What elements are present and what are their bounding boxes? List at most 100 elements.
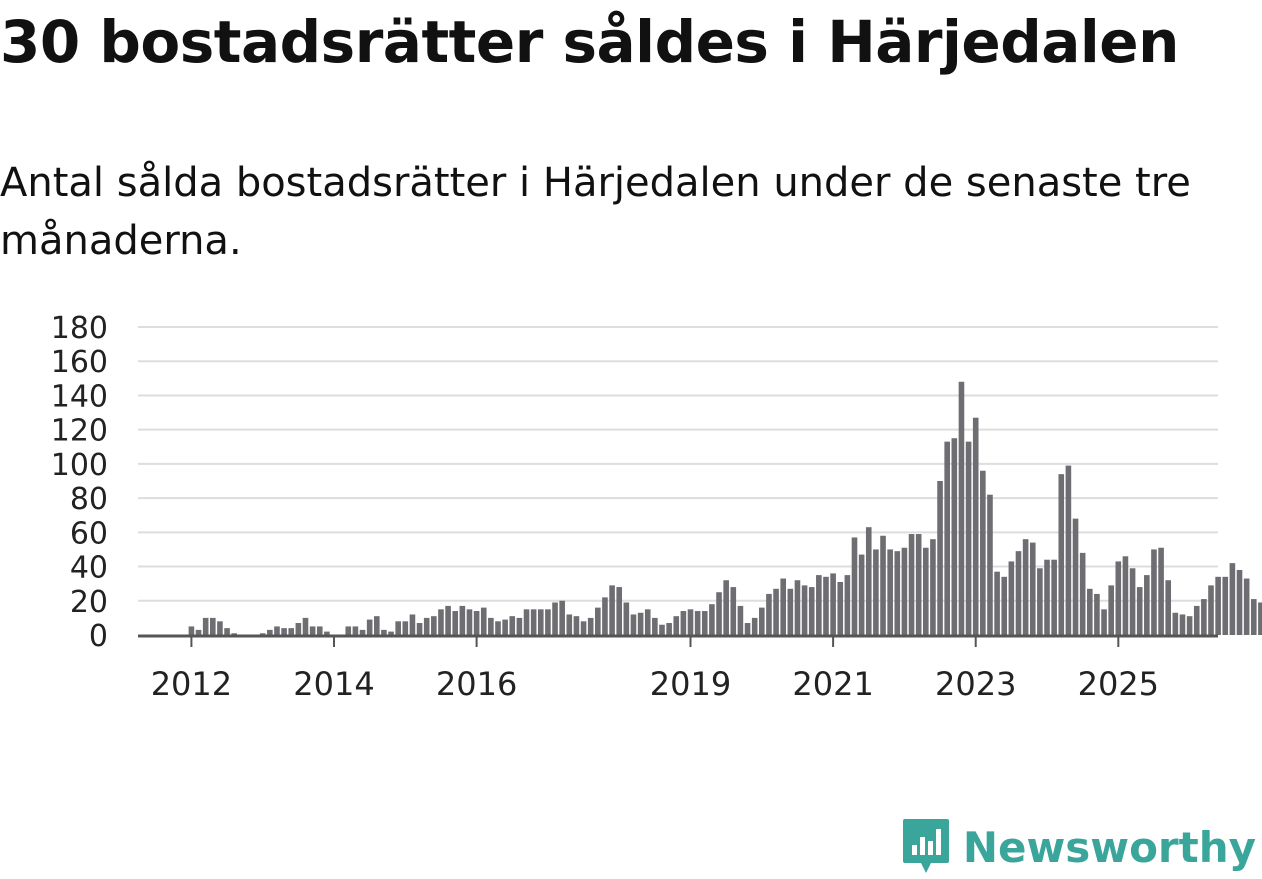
- bar: [1072, 518, 1079, 635]
- bar: [395, 621, 401, 635]
- bar: [438, 609, 444, 635]
- bar: [623, 602, 630, 635]
- bar: [915, 534, 922, 635]
- bar: [759, 607, 765, 635]
- bar: [630, 614, 637, 635]
- bar: [894, 551, 901, 635]
- bar: [488, 617, 494, 635]
- bar: [987, 494, 993, 635]
- bar: [352, 626, 359, 635]
- x-axis-ticks: 2012 2014 2016 2019 2021 2023 2025: [151, 637, 1159, 703]
- bar: [1151, 549, 1157, 635]
- x-tick-label: 2023: [935, 665, 1016, 703]
- bar: [1044, 559, 1050, 635]
- bar: [423, 617, 430, 635]
- bar: [409, 614, 416, 635]
- bar: [1079, 552, 1086, 635]
- bar: [559, 600, 565, 635]
- bar: [851, 537, 858, 635]
- bar: [1243, 578, 1250, 635]
- bar: [965, 441, 972, 635]
- bar: [1029, 542, 1036, 635]
- bar: [295, 623, 302, 635]
- bar: [416, 623, 423, 635]
- bar: [452, 611, 459, 635]
- chart-subtitle: Antal sålda bostadsrätter i Härjedalen u…: [0, 160, 1191, 264]
- bars: [188, 381, 1262, 635]
- bar: [195, 629, 202, 635]
- bar: [466, 609, 473, 635]
- bar: [1215, 576, 1221, 635]
- bar: [202, 617, 209, 635]
- bar: [930, 539, 936, 635]
- bar: [1015, 551, 1022, 635]
- bar: [1193, 605, 1200, 635]
- y-tick-label: 180: [51, 311, 108, 346]
- x-tick-label: 2021: [792, 665, 873, 703]
- bar: [1179, 614, 1186, 635]
- y-tick-label: 120: [51, 414, 108, 449]
- bar: [823, 576, 829, 635]
- bar: [1136, 587, 1143, 635]
- brand-logo: Newsworthy: [901, 817, 1256, 877]
- bar: [1158, 547, 1164, 635]
- bar: [309, 626, 316, 635]
- bar: [887, 549, 893, 635]
- bar: [1094, 593, 1100, 635]
- bar: [980, 470, 986, 635]
- bar: [944, 441, 950, 635]
- bar: [1108, 585, 1114, 635]
- bar: [816, 575, 822, 635]
- bar: [302, 617, 309, 635]
- bar: [281, 628, 287, 635]
- bar: [830, 573, 836, 635]
- bar: [566, 614, 573, 635]
- bar: [844, 575, 851, 635]
- bar: [673, 616, 680, 635]
- bar: [808, 587, 815, 635]
- bar: [1122, 556, 1129, 635]
- bar: [1101, 609, 1107, 635]
- bar: [373, 616, 380, 635]
- x-tick-label: 2016: [436, 665, 517, 703]
- bar: [880, 535, 886, 635]
- bar: [1258, 602, 1262, 635]
- bar: [1008, 561, 1015, 635]
- y-tick-label: 20: [70, 585, 108, 620]
- bar: [1250, 599, 1257, 635]
- bar: [923, 547, 929, 635]
- bar: [1186, 616, 1193, 635]
- y-tick-label: 40: [70, 551, 108, 586]
- bar: [801, 585, 808, 635]
- bar: [837, 581, 844, 635]
- bar: [288, 628, 295, 635]
- bar: [730, 587, 737, 635]
- bar: [1086, 588, 1093, 635]
- x-tick-label: 2025: [1078, 665, 1159, 703]
- bar: [1165, 580, 1172, 635]
- bar: [680, 611, 687, 635]
- bar: [495, 621, 501, 635]
- gridlines: [138, 326, 1218, 602]
- bar: [766, 593, 772, 635]
- bar: [723, 580, 729, 635]
- bar: [224, 628, 230, 635]
- bar: [1201, 599, 1207, 635]
- bar: [316, 626, 323, 635]
- bar: [865, 527, 872, 635]
- bar: [652, 617, 658, 635]
- bar: [573, 616, 580, 635]
- bar: [188, 626, 195, 635]
- bar: [381, 629, 387, 635]
- bar: [609, 585, 615, 635]
- y-tick-label: 60: [70, 516, 108, 551]
- bar: [231, 633, 237, 635]
- bar: [473, 611, 480, 635]
- bar: [701, 611, 708, 635]
- bar: [1037, 568, 1043, 635]
- brand-name: Newsworthy: [962, 822, 1256, 872]
- bar: [509, 616, 516, 635]
- bar: [994, 571, 1000, 635]
